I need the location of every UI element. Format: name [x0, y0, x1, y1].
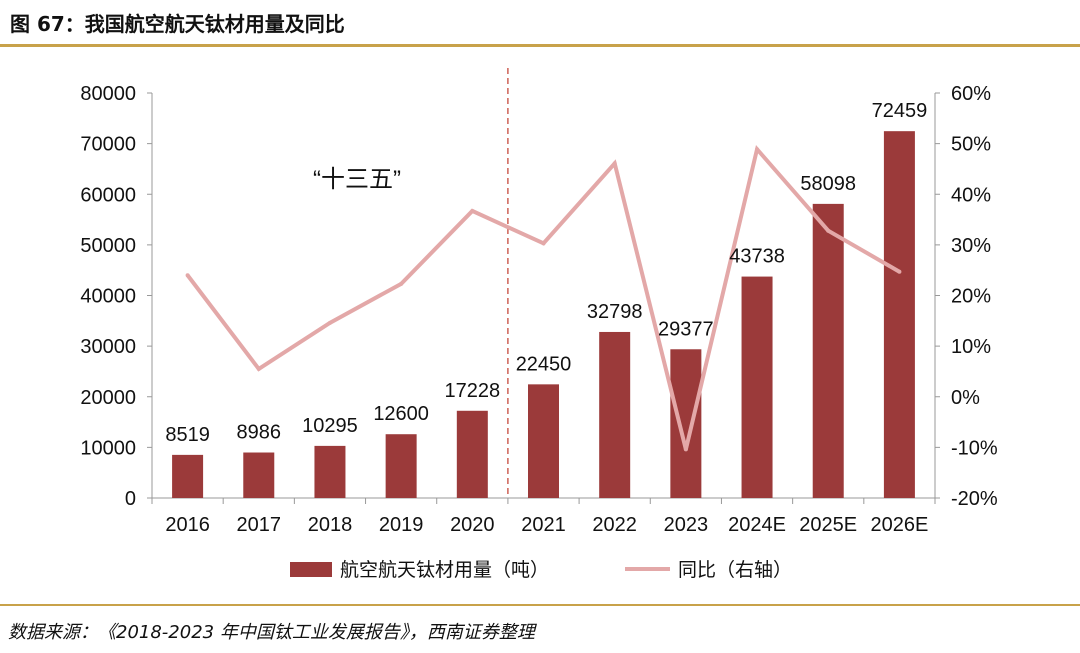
bar-data-label: 10295: [302, 415, 358, 437]
chart: 0 10000 20000 30000 40000 50000 60000 70000 8000…: [80, 68, 998, 581]
right-tick-label: 30%: [951, 235, 991, 257]
yoy-point: [826, 228, 831, 233]
yoy-point: [470, 208, 475, 213]
bar-data-label: 8519: [165, 424, 210, 446]
bar-data-label: 8986: [237, 422, 282, 444]
bar-data-label: 43738: [729, 246, 785, 268]
yoy-point: [683, 447, 688, 452]
left-tick-label: 80000: [80, 83, 136, 105]
legend-bar-label: 航空航天钛材用量（吨）: [340, 559, 549, 581]
bar: [741, 276, 773, 498]
x-tick-label: 2024E: [728, 514, 786, 536]
bar: [172, 454, 204, 498]
annotation-text: “十三五”: [313, 166, 401, 193]
left-tick-label: 0: [125, 488, 136, 510]
bar: [456, 410, 488, 498]
right-tick-label: 40%: [951, 184, 991, 206]
left-tick-label: 70000: [80, 134, 136, 156]
yoy-point: [256, 366, 261, 371]
bar-data-label: 72459: [872, 100, 928, 122]
left-tick-label: 50000: [80, 235, 136, 257]
x-tick-label: 2016: [165, 514, 210, 536]
bar: [599, 331, 631, 498]
right-tick-label: 60%: [951, 83, 991, 105]
right-tick-label: 50%: [951, 134, 991, 156]
bar-data-label: 12600: [373, 403, 429, 425]
yoy-point: [185, 273, 190, 278]
bar-data-label: 58098: [800, 173, 856, 195]
bar: [883, 131, 915, 498]
right-tick-label: -20%: [951, 488, 998, 510]
bar-data-label: 22450: [516, 353, 572, 375]
x-tick-label: 2026E: [870, 514, 928, 536]
bar: [243, 452, 275, 498]
top-rule: [0, 44, 1080, 47]
x-tick-label: 2023: [664, 514, 709, 536]
bar-data-label: 32798: [587, 301, 643, 323]
left-tick-label: 20000: [80, 387, 136, 409]
bar-data-label: 29377: [658, 318, 714, 340]
yoy-point: [612, 161, 617, 166]
left-tick-label: 10000: [80, 437, 136, 459]
source-note: 数据来源：《2018-2023 年中国钛工业发展报告》，西南证券整理: [8, 622, 535, 643]
yoy-point: [399, 281, 404, 286]
right-tick-label: 20%: [951, 286, 991, 308]
legend: 航空航天钛材用量（吨） 同比（右轴）: [290, 559, 792, 581]
x-tick-label: 2022: [592, 514, 637, 536]
left-tick-label: 30000: [80, 336, 136, 358]
left-tick-label: 40000: [80, 286, 136, 308]
x-tick-label: 2017: [237, 514, 282, 536]
bar: [670, 349, 702, 498]
bar: [385, 434, 417, 498]
x-tick-label: 2025E: [799, 514, 857, 536]
yoy-point: [755, 147, 760, 152]
left-tick-label: 60000: [80, 184, 136, 206]
x-tick-label: 2021: [521, 514, 566, 536]
x-tick-label: 2018: [308, 514, 353, 536]
bar-data-label: 17228: [445, 380, 501, 402]
figure-title: 图 67：我国航空航天钛材用量及同比: [10, 12, 345, 36]
legend-line-label: 同比（右轴）: [678, 559, 792, 581]
x-tick-label: 2020: [450, 514, 495, 536]
bar: [812, 203, 844, 498]
right-tick-label: -10%: [951, 437, 998, 459]
bar: [528, 384, 559, 498]
yoy-point: [541, 241, 546, 246]
x-tick-label: 2019: [379, 514, 424, 536]
yoy-point: [327, 320, 332, 325]
bar: [314, 445, 346, 498]
right-tick-label: 0%: [951, 387, 980, 409]
right-tick-label: 10%: [951, 336, 991, 358]
legend-bar-swatch: [290, 562, 332, 577]
bottom-rule: [0, 604, 1080, 606]
yoy-point: [897, 269, 902, 274]
